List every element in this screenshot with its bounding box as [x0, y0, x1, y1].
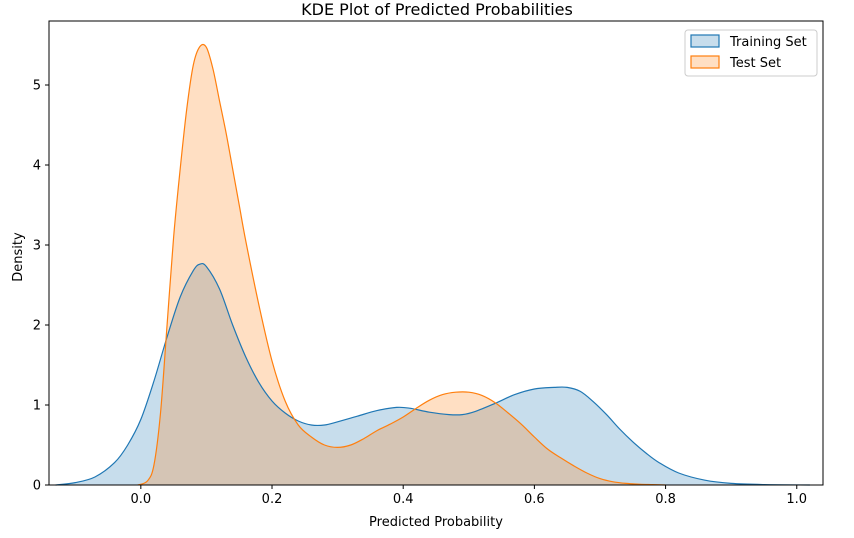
training-set-area: [55, 263, 810, 485]
x-tick-label: 0.2: [262, 492, 283, 507]
y-tick-label: 0: [33, 479, 41, 494]
legend-label-training-set: Training Set: [729, 35, 807, 50]
x-tick-label: 0.0: [130, 492, 151, 507]
legend-frame: [684, 29, 818, 77]
x-tick-label: 0.4: [393, 492, 414, 507]
legend-swatch-training-set: [690, 34, 720, 48]
legend-swatch-test-set: [690, 55, 720, 69]
series-layer: [55, 43, 810, 486]
y-axis-label: Density: [11, 232, 26, 282]
test-set-line: [137, 43, 666, 486]
y-tick-label: 3: [33, 239, 41, 254]
legend-label-test-set: Test Set: [729, 56, 781, 71]
y-tick-label: 5: [33, 79, 41, 94]
y-tick-label: 4: [33, 159, 41, 174]
x-axis-label: Predicted Probability: [369, 515, 503, 530]
y-axis-ticks: 0 1 2 3 4 5: [33, 79, 49, 494]
y-tick-label: 2: [33, 319, 41, 334]
legend: Training Set Test Set: [684, 29, 818, 77]
x-axis-ticks: 0.0 0.2 0.4 0.6 0.8 1.0: [130, 485, 807, 507]
x-tick-label: 0.6: [524, 492, 545, 507]
training-set-line: [55, 262, 810, 486]
y-tick-label: 1: [33, 399, 41, 414]
plot-frame: [48, 20, 824, 486]
x-tick-label: 1.0: [786, 492, 807, 507]
x-tick-label: 0.8: [655, 492, 676, 507]
chart-title: KDE Plot of Predicted Probabilities: [301, 0, 573, 19]
test-set-area: [137, 44, 666, 485]
